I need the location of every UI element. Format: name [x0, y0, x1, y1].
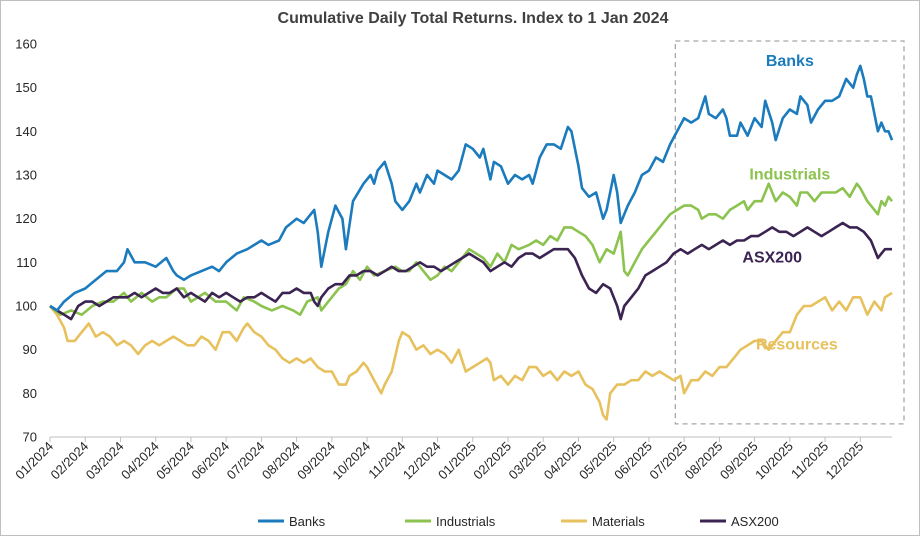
- x-tick-label: 06/2024: [188, 439, 232, 483]
- series-line-asx200: [49, 221, 892, 321]
- x-tick-label: 05/2025: [576, 439, 620, 483]
- x-tick-label: 06/2025: [611, 439, 655, 483]
- legend-label-banks: Banks: [289, 514, 326, 529]
- x-tick-label: 03/2025: [506, 439, 550, 483]
- series-line-industrials: [49, 182, 894, 316]
- x-tick-label: 04/2025: [541, 439, 585, 483]
- y-tick-label: 130: [15, 168, 37, 183]
- x-tick-label: 02/2025: [470, 439, 514, 483]
- x-axis: 01/202402/202403/202404/202405/202406/20…: [12, 436, 892, 483]
- y-tick-label: 140: [15, 124, 37, 139]
- x-tick-label: 02/2024: [48, 439, 92, 483]
- x-tick-label: 09/2025: [717, 439, 761, 483]
- x-tick-label: 05/2024: [153, 439, 197, 483]
- y-tick-label: 90: [23, 342, 37, 357]
- y-tick-label: 160: [15, 37, 37, 52]
- annotation-asx200: ASX200: [742, 249, 802, 266]
- x-tick-label: 03/2024: [83, 439, 127, 483]
- x-tick-label: 10/2024: [329, 439, 373, 483]
- x-tick-label: 07/2025: [646, 439, 690, 483]
- x-tick-label: 01/2024: [12, 439, 56, 483]
- y-axis: 70 80 90 100 110 120 130 140 150 160: [15, 37, 37, 445]
- annotation-materials: Resources: [756, 337, 838, 354]
- x-tick-label: 12/2025: [823, 439, 867, 483]
- y-tick-label: 100: [15, 299, 37, 314]
- annotation-industrials: Industrials: [749, 166, 830, 183]
- series-annotations: Banks Industrials Resources ASX200: [742, 53, 837, 354]
- series-line-banks: [49, 64, 894, 312]
- x-tick-label: 07/2024: [224, 439, 268, 483]
- y-tick-label: 80: [23, 386, 37, 401]
- series-lines: [48, 64, 894, 421]
- legend-label-materials: Materials: [592, 514, 645, 529]
- y-tick-label: 70: [23, 430, 37, 445]
- chart-title: Cumulative Daily Total Returns. Index to…: [278, 10, 669, 27]
- series-line-materials: [48, 291, 893, 421]
- legend: Banks Industrials Materials ASX200: [258, 514, 779, 529]
- x-tick-label: 01/2025: [435, 439, 479, 483]
- x-tick-label: 10/2025: [752, 439, 796, 483]
- legend-label-asx200: ASX200: [731, 514, 779, 529]
- y-tick-label: 150: [15, 80, 37, 95]
- y-tick-label: 120: [15, 211, 37, 226]
- x-tick-label: 08/2024: [259, 439, 303, 483]
- y-tick-label: 110: [16, 255, 37, 270]
- x-tick-label: 08/2025: [682, 439, 726, 483]
- x-tick-label: 04/2024: [118, 439, 162, 483]
- annotation-banks: Banks: [766, 53, 814, 70]
- x-tick-label: 09/2024: [294, 439, 338, 483]
- legend-label-industrials: Industrials: [436, 514, 496, 529]
- x-tick-label: 12/2024: [400, 439, 444, 483]
